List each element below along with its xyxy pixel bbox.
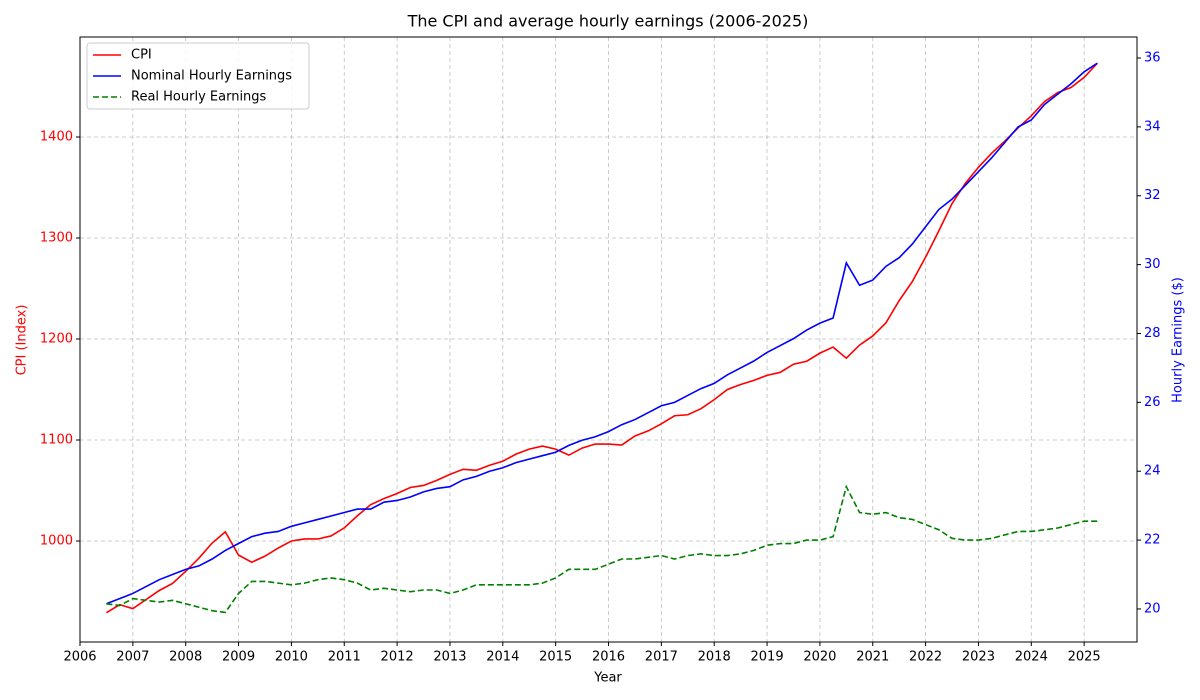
y-tick-label: 1200 [40,331,73,346]
y2-tick-label: 32 [1144,188,1161,203]
x-tick-label: 2008 [169,650,202,665]
y2-tick-label: 30 [1144,257,1161,272]
legend-label: Real Hourly Earnings [131,90,267,105]
x-tick-label: 2018 [698,650,731,665]
x-tick-label: 2010 [275,650,308,665]
legend-box [86,42,310,110]
y-tick-label: 1300 [40,230,73,245]
series-line [106,62,1098,614]
x-tick-label: 2014 [486,650,519,665]
x-tick-label: 2009 [222,650,255,665]
y2-axis-label: Hourly Earnings ($) [1171,277,1186,403]
x-tick-label: 2013 [433,650,466,665]
plot-frame [79,36,1138,643]
y-tick-label: 1100 [40,432,73,447]
x-tick-label: 2022 [909,650,942,665]
x-axis-label: Year [593,671,622,686]
y2-tick-label: 26 [1144,395,1161,410]
y-axis-label: CPI (Index) [15,305,30,376]
x-tick-label: 2021 [856,650,889,665]
legend-label: Nominal Hourly Earnings [131,69,292,84]
x-tick-label: 2015 [539,650,572,665]
x-tick-label: 2023 [962,650,995,665]
x-tick-label: 2011 [328,650,361,665]
x-tick-label: 2020 [803,650,836,665]
y2-tick-label: 20 [1144,601,1161,616]
x-tick-label: 2025 [1068,650,1101,665]
x-tick-label: 2007 [116,650,149,665]
legend-label: CPI [131,48,152,63]
x-tick-label: 2012 [381,650,414,665]
series-line [106,62,1098,605]
x-tick-label: 2024 [1015,650,1048,665]
y2-tick-label: 34 [1144,119,1161,134]
chart-title: The CPI and average hourly earnings (200… [407,12,809,31]
y-tick-label: 1400 [40,129,73,144]
x-tick-label: 2006 [63,650,96,665]
y2-tick-label: 36 [1144,51,1161,66]
x-tick-label: 2019 [751,650,784,665]
legend: CPI Nominal Hourly Earnings Real Hourly Ea… [86,42,310,110]
y2-tick-label: 28 [1144,326,1161,341]
y-tick-label: 1000 [40,533,73,548]
series-line [106,484,1098,614]
y2-tick-label: 22 [1144,533,1161,548]
y2-tick-label: 24 [1144,464,1161,479]
x-tick-label: 2016 [592,650,625,665]
x-tick-label: 2017 [645,650,678,665]
